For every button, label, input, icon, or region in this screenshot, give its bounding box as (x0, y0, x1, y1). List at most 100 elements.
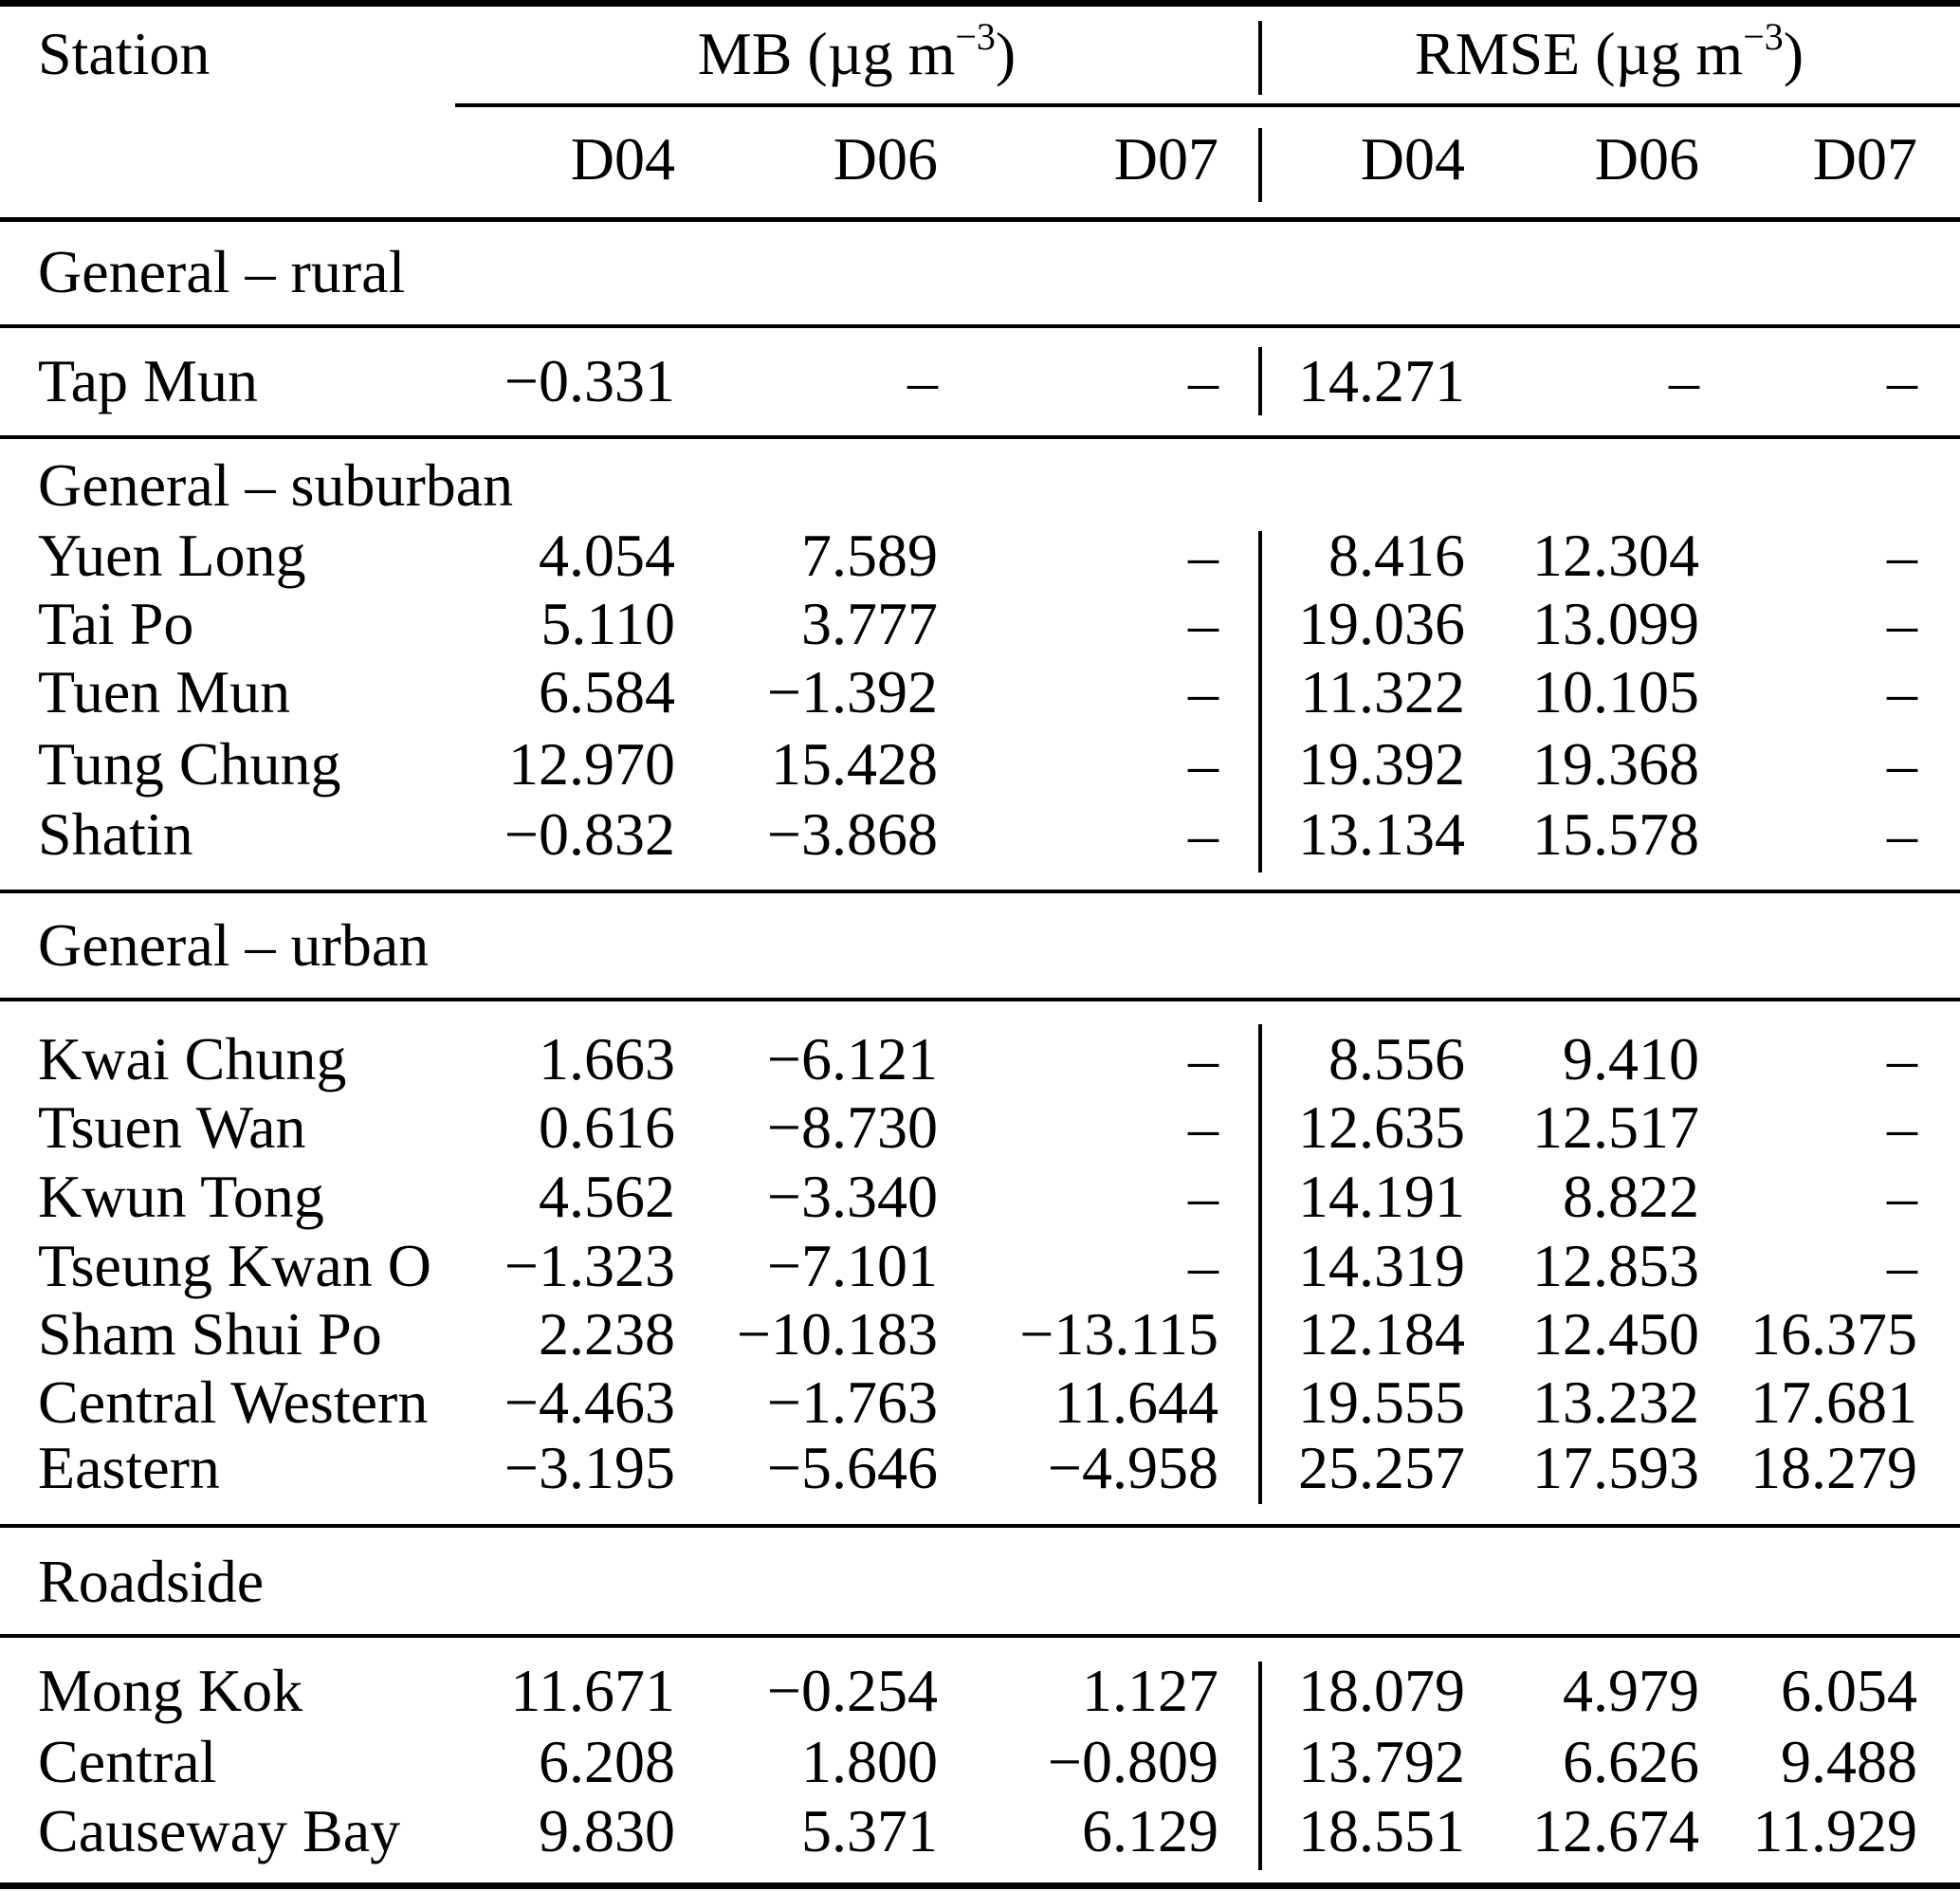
value-mb-d07: – (1188, 730, 1218, 798)
station-name: Tap Mun (38, 347, 258, 414)
value-rmse-d04: 12.635 (1298, 1093, 1465, 1161)
value-mb-d06: 3.777 (801, 590, 938, 657)
value-rmse-d06: – (1669, 347, 1699, 414)
value-rmse-d07: – (1887, 1093, 1917, 1161)
col-header-mb-d04: D04 (570, 125, 675, 193)
table-row: Central 6.208 1.800 −0.809 13.792 6.626 9.488 (0, 1728, 1960, 1796)
table-row: Eastern −3.195 −5.646 −4.958 25.257 17.593 18.… (0, 1434, 1960, 1502)
value-rmse-d04: 14.191 (1298, 1163, 1465, 1230)
value-mb-d06: −0.254 (766, 1657, 938, 1724)
value-rmse-d07: – (1887, 590, 1917, 657)
rmse-unit-exponent: −3 (1743, 15, 1784, 58)
section-title: General – rural (38, 238, 406, 305)
mb-unit-exponent: −3 (955, 15, 996, 58)
table-row: Kwai Chung 1.663 −6.121 – 8.556 9.410 – (0, 1025, 1960, 1093)
value-rmse-d04: 11.322 (1300, 658, 1465, 725)
value-mb-d06: −7.101 (766, 1232, 938, 1299)
value-mb-d04: 4.562 (539, 1163, 675, 1230)
value-rmse-d04: 18.551 (1298, 1797, 1465, 1864)
section-title: Roadside (38, 1548, 265, 1615)
col-header-rmse-d04: D04 (1360, 125, 1465, 193)
value-rmse-d07: – (1887, 1025, 1917, 1092)
value-rmse-d07: – (1887, 1232, 1917, 1299)
station-name: Tung Chung (38, 730, 341, 798)
section-urban-rule-bottom (0, 998, 1960, 1001)
value-mb-d07: −13.115 (1019, 1300, 1218, 1368)
value-mb-d06: 15.428 (771, 730, 938, 798)
header-row-groups: Station MB (µg m−3) RMSE (µg m−3) (0, 15, 1960, 88)
value-rmse-d04: 8.556 (1328, 1025, 1465, 1092)
value-mb-d07: 11.644 (1053, 1368, 1218, 1436)
value-mb-d04: 4.054 (539, 522, 675, 589)
value-rmse-d04: 12.184 (1298, 1300, 1465, 1368)
value-rmse-d07: – (1887, 800, 1917, 868)
table-row: Tai Po 5.110 3.777 – 19.036 13.099 – (0, 590, 1960, 658)
value-rmse-d07: – (1887, 658, 1917, 725)
value-rmse-d06: 19.368 (1532, 730, 1699, 798)
mb-unit-prefix: MB (µg m (697, 20, 956, 87)
value-rmse-d07: 11.929 (1752, 1797, 1917, 1864)
value-rmse-d06: 8.822 (1563, 1163, 1699, 1230)
section-rural-rule-top (0, 324, 1960, 328)
value-mb-d06: −10.183 (736, 1300, 938, 1368)
table-row: Central Western −4.463 −1.763 11.644 19.555 1… (0, 1368, 1960, 1437)
value-mb-d04: 6.208 (539, 1728, 675, 1795)
value-mb-d06: −5.646 (766, 1434, 938, 1501)
value-mb-d04: 9.830 (539, 1797, 675, 1864)
value-rmse-d04: 13.792 (1298, 1728, 1465, 1795)
value-rmse-d07: – (1887, 730, 1917, 798)
station-name: Central (38, 1728, 217, 1795)
section-urban-rule-top (0, 890, 1960, 893)
value-rmse-d06: 12.517 (1532, 1093, 1699, 1161)
value-rmse-d06: 12.853 (1532, 1232, 1699, 1299)
station-name: Kwun Tong (38, 1163, 324, 1230)
station-name: Kwai Chung (38, 1025, 347, 1092)
value-mb-d06: −3.868 (766, 800, 938, 868)
value-rmse-d06: 13.099 (1532, 590, 1699, 657)
value-mb-d06: −6.121 (766, 1025, 938, 1092)
value-mb-d04: 2.238 (539, 1300, 675, 1368)
rmse-unit-suffix: ) (1783, 20, 1804, 87)
value-mb-d07: – (1188, 800, 1218, 868)
station-name: Tai Po (38, 590, 194, 657)
value-mb-d07: – (1188, 1163, 1218, 1230)
value-rmse-d07: 9.488 (1781, 1728, 1917, 1795)
col-header-rmse-d06: D06 (1594, 125, 1699, 193)
table-row: Tsuen Wan 0.616 −8.730 – 12.635 12.517 – (0, 1093, 1960, 1162)
value-rmse-d07: – (1887, 522, 1917, 589)
value-rmse-d04: 19.555 (1298, 1368, 1465, 1436)
header-row-domains: D04 D06 D07 D04 D06 D07 (0, 125, 1960, 193)
value-rmse-d06: 15.578 (1532, 800, 1699, 868)
value-mb-d06: −1.763 (766, 1368, 938, 1436)
mb-unit-suffix: ) (995, 20, 1017, 87)
table-row: Kwun Tong 4.562 −3.340 – 14.191 8.822 – (0, 1163, 1960, 1231)
mb-rmse-separator-urban (1258, 1024, 1262, 1504)
col-header-mb-d07: D07 (1113, 125, 1218, 193)
value-mb-d06: 5.371 (801, 1797, 938, 1864)
col-header-mb-d06: D06 (833, 125, 938, 193)
table-row: Causeway Bay 9.830 5.371 6.129 18.551 12.674 1… (0, 1797, 1960, 1865)
mb-rmse-separator-header1 (1258, 21, 1262, 95)
value-mb-d07: – (1188, 1232, 1218, 1299)
station-name: Central Western (38, 1368, 429, 1436)
station-name: Tuen Mun (38, 658, 291, 725)
section-header-row: General – rural (0, 238, 1960, 306)
value-rmse-d04: 13.134 (1298, 800, 1465, 868)
value-rmse-d04: 18.079 (1298, 1657, 1465, 1724)
value-rmse-d07: – (1887, 347, 1917, 414)
mb-rmse-separator-roadside (1258, 1662, 1262, 1870)
value-mb-d04: 11.671 (510, 1657, 675, 1724)
value-rmse-d06: 12.674 (1532, 1797, 1699, 1864)
table-row: Yuen Long 4.054 7.589 – 8.416 12.304 – (0, 522, 1960, 590)
mb-rmse-separator-header2 (1258, 128, 1262, 202)
value-mb-d04: 0.616 (539, 1093, 675, 1161)
value-mb-d04: 6.584 (539, 658, 675, 725)
section-rural-rule-bottom (0, 435, 1960, 439)
table-row: Sham Shui Po 2.238 −10.183 −13.115 12.184 12.… (0, 1300, 1960, 1368)
value-rmse-d04: 14.319 (1298, 1232, 1465, 1299)
mb-group-header: MB (µg m−3) (455, 15, 1258, 88)
value-rmse-d06: 10.105 (1532, 658, 1699, 725)
value-mb-d04: 12.970 (508, 730, 675, 798)
value-mb-d07: – (1188, 1025, 1218, 1092)
station-name: Shatin (38, 800, 193, 868)
